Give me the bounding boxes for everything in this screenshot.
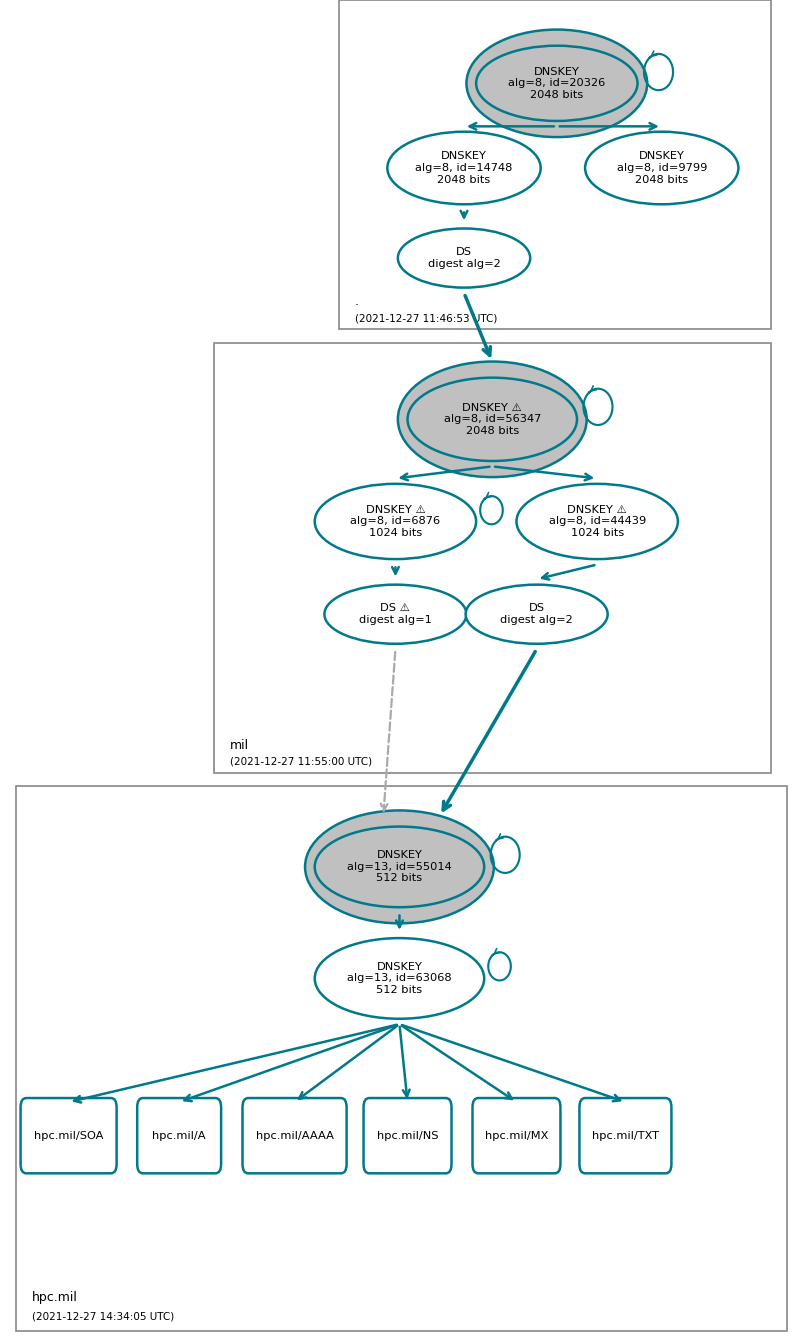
Text: hpc.mil/A: hpc.mil/A xyxy=(153,1130,206,1141)
Text: hpc.mil: hpc.mil xyxy=(32,1292,78,1304)
Text: DNSKEY
alg=8, id=9799
2048 bits: DNSKEY alg=8, id=9799 2048 bits xyxy=(617,152,707,184)
Text: (2021-12-27 11:46:53 UTC): (2021-12-27 11:46:53 UTC) xyxy=(355,313,497,323)
Ellipse shape xyxy=(315,484,476,559)
Bar xyxy=(339,0,771,329)
Ellipse shape xyxy=(466,30,647,137)
Text: DS ⚠
digest alg=1: DS ⚠ digest alg=1 xyxy=(359,603,432,625)
Text: .: . xyxy=(355,296,359,308)
Text: DS
digest alg=2: DS digest alg=2 xyxy=(500,603,573,625)
Text: DNSKEY ⚠
alg=8, id=6876
1024 bits: DNSKEY ⚠ alg=8, id=6876 1024 bits xyxy=(350,505,441,538)
Ellipse shape xyxy=(315,938,484,1019)
Text: hpc.mil/TXT: hpc.mil/TXT xyxy=(592,1130,659,1141)
Text: mil: mil xyxy=(230,739,249,751)
Bar xyxy=(16,786,787,1331)
FancyBboxPatch shape xyxy=(242,1098,347,1173)
FancyBboxPatch shape xyxy=(473,1098,560,1173)
Text: hpc.mil/AAAA: hpc.mil/AAAA xyxy=(256,1130,333,1141)
Text: DNSKEY
alg=8, id=14748
2048 bits: DNSKEY alg=8, id=14748 2048 bits xyxy=(416,152,512,184)
Ellipse shape xyxy=(305,810,494,923)
Ellipse shape xyxy=(398,362,587,477)
Ellipse shape xyxy=(398,228,530,288)
Text: hpc.mil/SOA: hpc.mil/SOA xyxy=(34,1130,103,1141)
Ellipse shape xyxy=(408,378,577,461)
Text: hpc.mil/MX: hpc.mil/MX xyxy=(485,1130,548,1141)
Text: (2021-12-27 14:34:05 UTC): (2021-12-27 14:34:05 UTC) xyxy=(32,1312,174,1321)
FancyBboxPatch shape xyxy=(579,1098,671,1173)
FancyBboxPatch shape xyxy=(21,1098,117,1173)
Ellipse shape xyxy=(387,132,541,204)
Ellipse shape xyxy=(466,585,608,644)
Text: DNSKEY ⚠
alg=8, id=56347
2048 bits: DNSKEY ⚠ alg=8, id=56347 2048 bits xyxy=(444,403,541,435)
Text: DNSKEY ⚠
alg=8, id=44439
1024 bits: DNSKEY ⚠ alg=8, id=44439 1024 bits xyxy=(549,505,646,538)
Text: DS
digest alg=2: DS digest alg=2 xyxy=(428,247,500,269)
Text: DNSKEY
alg=13, id=63068
512 bits: DNSKEY alg=13, id=63068 512 bits xyxy=(347,962,452,995)
Text: hpc.mil/NS: hpc.mil/NS xyxy=(377,1130,438,1141)
Ellipse shape xyxy=(315,827,484,907)
Ellipse shape xyxy=(585,132,738,204)
Bar xyxy=(214,343,771,773)
FancyBboxPatch shape xyxy=(363,1098,452,1173)
Ellipse shape xyxy=(476,46,638,121)
FancyBboxPatch shape xyxy=(137,1098,221,1173)
Text: DNSKEY
alg=13, id=55014
512 bits: DNSKEY alg=13, id=55014 512 bits xyxy=(347,851,452,883)
Ellipse shape xyxy=(324,585,466,644)
Text: (2021-12-27 11:55:00 UTC): (2021-12-27 11:55:00 UTC) xyxy=(230,757,372,766)
Text: DNSKEY
alg=8, id=20326
2048 bits: DNSKEY alg=8, id=20326 2048 bits xyxy=(508,67,605,99)
Ellipse shape xyxy=(516,484,678,559)
